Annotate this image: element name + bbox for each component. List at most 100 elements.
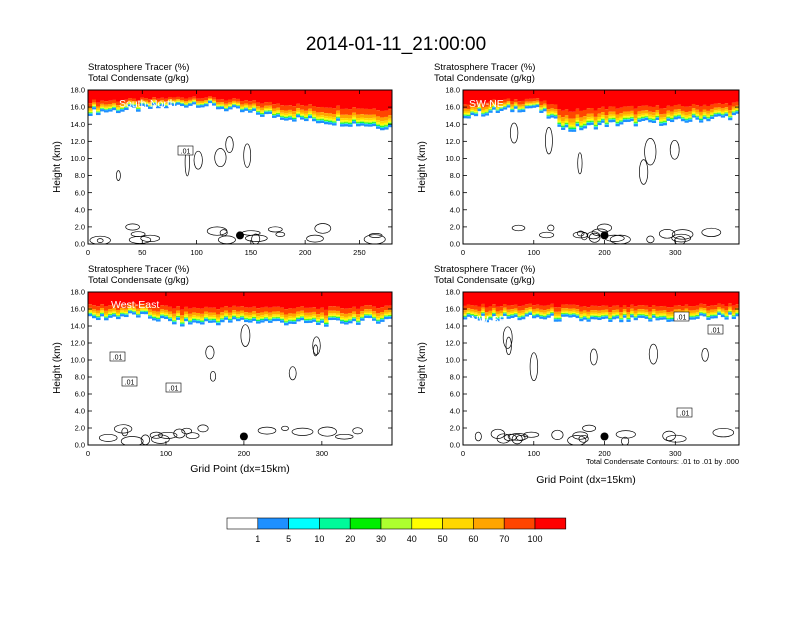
tracer-cell xyxy=(252,317,257,318)
tracer-cell xyxy=(724,103,728,107)
tracer-cell xyxy=(594,123,598,124)
tracer-cell xyxy=(576,122,580,123)
tracer-cell xyxy=(92,313,97,314)
tracer-cell xyxy=(276,115,281,117)
tracer-cell xyxy=(100,101,105,104)
tracer-cell xyxy=(525,314,529,316)
tracer-cell xyxy=(699,112,703,115)
tracer-cell xyxy=(677,112,681,114)
tracer-cell xyxy=(280,105,285,110)
tracer-cell xyxy=(272,109,277,112)
x-tick-label: 100 xyxy=(528,248,541,257)
tracer-cell xyxy=(576,121,580,122)
tracer-cell xyxy=(514,308,518,310)
tracer-cell xyxy=(244,315,249,317)
tracer-cell xyxy=(670,314,674,316)
tracer-cell xyxy=(264,90,269,102)
tracer-cell xyxy=(605,115,609,118)
tracer-cell xyxy=(324,118,329,119)
tracer-cell xyxy=(308,104,313,108)
tracer-cell xyxy=(376,318,381,319)
tracer-cell xyxy=(630,106,634,111)
tracer-cell xyxy=(228,320,233,322)
tracer-cell xyxy=(216,309,221,314)
tracer-cell xyxy=(699,120,703,122)
tracer-cell xyxy=(196,103,201,104)
tracer-cell xyxy=(554,307,558,312)
colorbar-swatch xyxy=(504,518,535,529)
tracer-cell xyxy=(304,313,309,316)
tracer-cell xyxy=(360,120,365,121)
tracer-cell xyxy=(296,112,301,113)
tracer-cell xyxy=(200,98,205,101)
tracer-cell xyxy=(344,317,349,319)
tracer-cell xyxy=(547,114,551,115)
tracer-cell xyxy=(100,312,105,313)
tracer-cell xyxy=(348,115,353,118)
tracer-cell xyxy=(695,315,699,316)
tracer-cell xyxy=(320,316,325,318)
svg-text:.01: .01 xyxy=(113,355,123,362)
tracer-cell xyxy=(666,318,670,319)
tracer-cell xyxy=(248,101,253,105)
tracer-cell xyxy=(236,106,241,108)
tracer-cell xyxy=(108,311,113,312)
tracer-cell xyxy=(120,312,125,313)
tracer-cell xyxy=(100,108,105,109)
tracer-cell xyxy=(276,307,281,312)
tracer-cell xyxy=(180,100,185,101)
tracer-cell xyxy=(463,104,467,108)
tracer-cell xyxy=(550,312,554,313)
tracer-cell xyxy=(268,318,273,319)
tracer-cell xyxy=(550,304,554,308)
tracer-cell xyxy=(655,105,659,110)
tracer-cell xyxy=(659,316,663,317)
tracer-cell xyxy=(364,312,369,313)
tracer-cell xyxy=(88,311,93,312)
tracer-cell xyxy=(695,314,699,315)
colorbar-label: 1 xyxy=(255,534,260,544)
tracer-cell xyxy=(659,306,663,310)
x-tick-label: 0 xyxy=(461,248,465,257)
tracer-cell xyxy=(612,112,616,115)
tracer-cell xyxy=(104,292,109,306)
colorbar-swatch xyxy=(535,518,566,529)
tracer-cell xyxy=(320,313,325,316)
tracer-cell xyxy=(120,314,125,316)
tracer-cell xyxy=(268,317,273,318)
tracer-cell xyxy=(706,315,710,316)
tracer-cell xyxy=(172,309,177,314)
tracer-cell xyxy=(681,118,685,119)
tracer-cell xyxy=(583,122,587,123)
panel-header-condensate: Total Condensate (g/kg) xyxy=(434,73,535,84)
tracer-cell xyxy=(590,119,594,120)
tracer-cell xyxy=(645,110,649,113)
tracer-cell xyxy=(605,121,609,122)
tracer-cell xyxy=(184,292,189,307)
tracer-cell xyxy=(196,320,201,321)
tracer-cell xyxy=(728,115,732,116)
tracer-cell xyxy=(336,317,341,318)
tracer-cell xyxy=(659,118,663,120)
tracer-cell xyxy=(528,307,532,309)
tracer-cell xyxy=(176,313,181,315)
tracer-cell xyxy=(674,292,678,305)
tracer-cell xyxy=(659,313,663,315)
tracer-cell xyxy=(376,313,381,316)
condensate-contour xyxy=(90,236,111,244)
tracer-cell xyxy=(496,111,500,113)
tracer-cell xyxy=(510,106,514,107)
tracer-cell xyxy=(645,315,649,316)
tracer-cell xyxy=(384,117,389,121)
tracer-cell xyxy=(184,319,189,321)
tracer-cell xyxy=(670,90,674,106)
tracer-cell xyxy=(579,126,583,127)
tracer-cell xyxy=(645,105,649,110)
tracer-cell xyxy=(685,119,689,120)
tracer-cell xyxy=(88,312,93,313)
tracer-cell xyxy=(568,305,572,309)
tracer-cell xyxy=(196,321,201,323)
tracer-cell xyxy=(507,317,511,319)
tracer-cell xyxy=(96,313,101,315)
tracer-cell xyxy=(590,316,594,317)
